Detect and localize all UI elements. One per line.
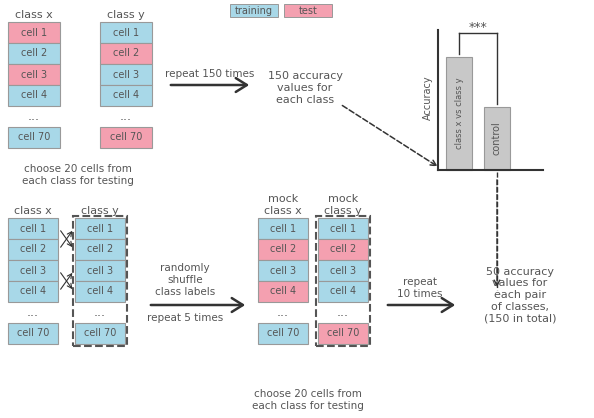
Bar: [100, 22, 152, 43]
Bar: [8, 281, 58, 302]
Text: cell 4: cell 4: [113, 91, 139, 100]
Text: cell 3: cell 3: [87, 265, 113, 275]
Text: choose 20 cells from
each class for testing: choose 20 cells from each class for test…: [252, 389, 364, 411]
Text: class x: class x: [15, 10, 53, 20]
Bar: [100, 64, 152, 85]
Text: control: control: [492, 122, 502, 155]
Bar: [258, 239, 308, 260]
Bar: [318, 260, 368, 281]
Bar: [8, 260, 58, 281]
Bar: [318, 239, 368, 260]
Text: class y: class y: [107, 10, 145, 20]
Text: ...: ...: [337, 306, 349, 319]
Text: cell 2: cell 2: [113, 48, 139, 59]
Text: cell 70: cell 70: [18, 133, 50, 143]
Bar: [75, 260, 125, 281]
Bar: [284, 4, 332, 17]
Text: cell 3: cell 3: [20, 265, 46, 275]
Bar: [75, 218, 125, 239]
Text: cell 3: cell 3: [113, 69, 139, 79]
Text: cell 1: cell 1: [113, 28, 139, 38]
Text: cell 70: cell 70: [110, 133, 142, 143]
Text: cell 3: cell 3: [330, 265, 356, 275]
Text: cell 1: cell 1: [20, 224, 46, 234]
Bar: [8, 64, 60, 85]
Text: cell 4: cell 4: [270, 286, 296, 296]
Text: Accuracy: Accuracy: [423, 75, 433, 120]
Bar: [8, 85, 60, 106]
Bar: [8, 127, 60, 148]
Bar: [258, 260, 308, 281]
Text: cell 4: cell 4: [87, 286, 113, 296]
Text: ...: ...: [27, 306, 39, 319]
Text: cell 3: cell 3: [21, 69, 47, 79]
Bar: [73, 216, 127, 346]
Text: cell 70: cell 70: [17, 329, 49, 339]
Bar: [318, 323, 368, 344]
Text: cell 2: cell 2: [270, 245, 296, 255]
Bar: [230, 4, 278, 17]
Text: class x vs class y: class x vs class y: [454, 78, 463, 149]
Bar: [258, 218, 308, 239]
Text: cell 2: cell 2: [330, 245, 356, 255]
Text: cell 70: cell 70: [84, 329, 116, 339]
Bar: [8, 22, 60, 43]
Text: mock
class x: mock class x: [264, 194, 302, 216]
Text: class y: class y: [81, 206, 119, 216]
Text: ...: ...: [120, 110, 132, 123]
Text: repeat 5 times: repeat 5 times: [147, 313, 223, 323]
Text: choose 20 cells from
each class for testing: choose 20 cells from each class for test…: [22, 164, 134, 186]
Text: cell 2: cell 2: [21, 48, 47, 59]
Text: mock
class y: mock class y: [324, 194, 362, 216]
Bar: [446, 57, 472, 170]
Text: cell 1: cell 1: [21, 28, 47, 38]
Bar: [75, 323, 125, 344]
Bar: [316, 216, 370, 346]
Text: ...: ...: [94, 306, 106, 319]
Text: cell 4: cell 4: [21, 91, 47, 100]
Text: test: test: [299, 5, 317, 15]
Text: cell 2: cell 2: [87, 245, 113, 255]
Text: cell 1: cell 1: [87, 224, 113, 234]
Text: cell 70: cell 70: [327, 329, 359, 339]
Text: cell 3: cell 3: [270, 265, 296, 275]
Bar: [100, 127, 152, 148]
Bar: [100, 43, 152, 64]
Bar: [484, 107, 510, 170]
Text: cell 1: cell 1: [270, 224, 296, 234]
Text: cell 70: cell 70: [267, 329, 299, 339]
Text: cell 4: cell 4: [20, 286, 46, 296]
Text: cell 1: cell 1: [330, 224, 356, 234]
Text: cell 2: cell 2: [20, 245, 46, 255]
Bar: [8, 239, 58, 260]
Bar: [258, 281, 308, 302]
Bar: [318, 281, 368, 302]
Text: ...: ...: [277, 306, 289, 319]
Bar: [100, 85, 152, 106]
Bar: [8, 43, 60, 64]
Bar: [8, 323, 58, 344]
Text: ...: ...: [28, 110, 40, 123]
Bar: [75, 281, 125, 302]
Text: class x: class x: [14, 206, 52, 216]
Bar: [8, 218, 58, 239]
Text: cell 4: cell 4: [330, 286, 356, 296]
Text: randomly
shuffle
class labels: randomly shuffle class labels: [155, 263, 215, 297]
Text: 50 accuracy
values for
each pair
of classes,
(150 in total): 50 accuracy values for each pair of clas…: [484, 267, 556, 323]
Text: repeat 150 times: repeat 150 times: [165, 69, 255, 79]
Bar: [75, 239, 125, 260]
Bar: [318, 218, 368, 239]
Text: 150 accuracy
values for
each class: 150 accuracy values for each class: [267, 71, 343, 104]
Bar: [258, 323, 308, 344]
Text: repeat
10 times: repeat 10 times: [397, 277, 443, 299]
Text: ***: ***: [469, 21, 487, 35]
Text: training: training: [235, 5, 273, 15]
